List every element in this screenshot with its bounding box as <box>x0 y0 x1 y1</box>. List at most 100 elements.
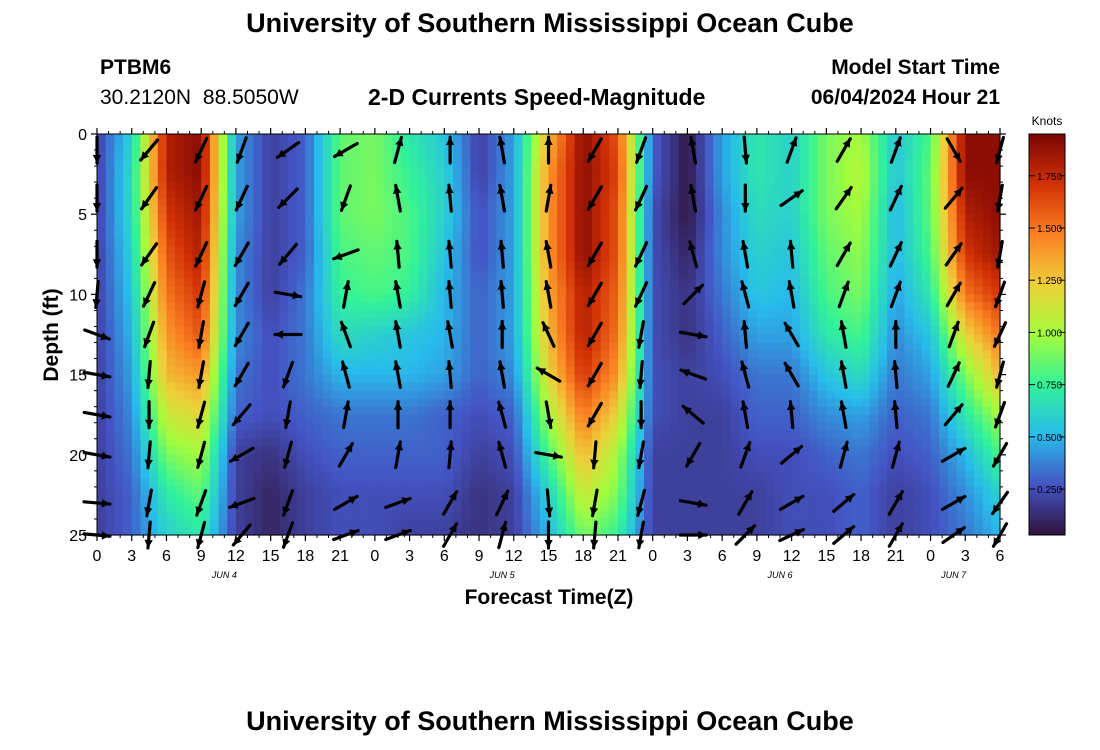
heatmap-cell <box>192 246 202 255</box>
heatmap-cell <box>670 334 680 344</box>
heatmap-cell <box>921 150 932 159</box>
heatmap-cell <box>878 190 888 199</box>
heatmap-cell <box>383 166 393 175</box>
heatmap-cell <box>756 422 767 432</box>
heatmap-cell <box>765 150 775 159</box>
heatmap-cell <box>609 166 619 175</box>
heatmap-cell <box>835 446 845 456</box>
heatmap-cell <box>261 350 272 360</box>
heatmap-cell <box>644 438 654 448</box>
heatmap-cell <box>340 166 350 175</box>
heatmap-cell <box>175 462 185 472</box>
heatmap-cell <box>322 182 333 191</box>
heatmap-cell <box>861 486 871 496</box>
heatmap-cell <box>470 142 480 151</box>
heatmap-cell <box>322 318 333 328</box>
heatmap-cell <box>418 398 428 408</box>
heatmap-cell <box>209 326 220 336</box>
heatmap-cell <box>435 486 445 496</box>
heatmap-cell <box>513 294 524 304</box>
heatmap-cell <box>166 382 176 392</box>
heatmap-cell <box>913 190 923 199</box>
heatmap-cell <box>835 294 845 304</box>
heatmap-cell <box>869 454 880 464</box>
heatmap-cell <box>470 190 480 199</box>
heatmap-cell <box>322 166 333 175</box>
heatmap-cell <box>765 166 775 175</box>
heatmap-cell <box>947 430 958 440</box>
heatmap-cell <box>878 486 888 496</box>
heatmap-cell <box>479 302 489 312</box>
heatmap-cell <box>548 326 558 336</box>
heatmap-cell <box>782 486 793 496</box>
heatmap-cell <box>244 134 254 143</box>
heatmap-cell <box>305 446 315 456</box>
heatmap-cell <box>244 174 254 183</box>
heatmap-cell <box>418 406 428 416</box>
heatmap-cell <box>227 238 237 247</box>
heatmap-cell <box>861 238 871 247</box>
heatmap-cell <box>696 502 706 512</box>
heatmap-cell <box>340 182 350 191</box>
heatmap-cell <box>782 358 793 368</box>
heatmap-cell <box>600 510 610 520</box>
heatmap-cell <box>244 166 254 175</box>
heatmap-cell <box>748 230 758 239</box>
heatmap-cell <box>930 286 940 295</box>
heatmap-cell <box>123 238 133 247</box>
heatmap-cell <box>921 254 932 263</box>
heatmap-cell <box>852 302 862 312</box>
heatmap-cell <box>531 454 541 464</box>
heatmap-cell <box>157 294 168 304</box>
heatmap-cell <box>123 494 133 504</box>
heatmap-cell <box>418 454 428 464</box>
heatmap-cell <box>800 278 810 287</box>
heatmap-cell <box>661 262 671 271</box>
heatmap-cell <box>539 374 550 384</box>
heatmap-cell <box>808 502 819 512</box>
heatmap-cell <box>904 166 914 175</box>
heatmap-cell <box>435 182 445 191</box>
heatmap-cell <box>452 270 463 279</box>
heatmap-cell <box>973 310 984 320</box>
heatmap-cell <box>201 166 211 175</box>
heatmap-cell <box>973 502 984 512</box>
heatmap-cell <box>852 510 862 520</box>
heatmap-cell <box>201 358 211 368</box>
heatmap-cell <box>270 310 280 320</box>
heatmap-cell <box>713 254 723 263</box>
heatmap-cell <box>748 302 758 312</box>
heatmap-cell <box>947 310 958 320</box>
heatmap-cell <box>878 238 888 247</box>
heatmap-cell <box>175 262 185 271</box>
heatmap-cell <box>374 414 385 424</box>
heatmap-cell <box>800 406 810 416</box>
heatmap-cell <box>661 414 671 424</box>
heatmap-cell <box>166 278 176 287</box>
heatmap-cell <box>479 318 489 328</box>
heatmap-cell <box>348 190 359 199</box>
heatmap-cell <box>366 390 376 400</box>
heatmap-cell <box>826 510 836 520</box>
heatmap-cell <box>253 398 263 408</box>
heatmap-cell <box>887 430 897 440</box>
heatmap-cell <box>557 366 567 376</box>
heatmap-cell <box>973 270 984 279</box>
heatmap-cell <box>947 190 958 199</box>
heatmap-cell <box>140 182 150 191</box>
heatmap-cell <box>435 278 445 287</box>
heatmap-cell <box>617 430 628 440</box>
heatmap-cell <box>314 470 324 480</box>
heatmap-cell <box>861 214 871 223</box>
heatmap-cell <box>600 150 610 159</box>
heatmap-cell <box>817 174 827 183</box>
heatmap-cell <box>678 158 689 167</box>
heatmap-cell <box>678 230 689 239</box>
heatmap-cell <box>131 334 142 344</box>
heatmap-cell <box>574 430 584 440</box>
heatmap-cell <box>418 390 428 400</box>
heatmap-cell <box>635 470 645 480</box>
heatmap-cell <box>748 318 758 328</box>
heatmap-cell <box>322 270 333 279</box>
heatmap-cell <box>201 494 211 504</box>
